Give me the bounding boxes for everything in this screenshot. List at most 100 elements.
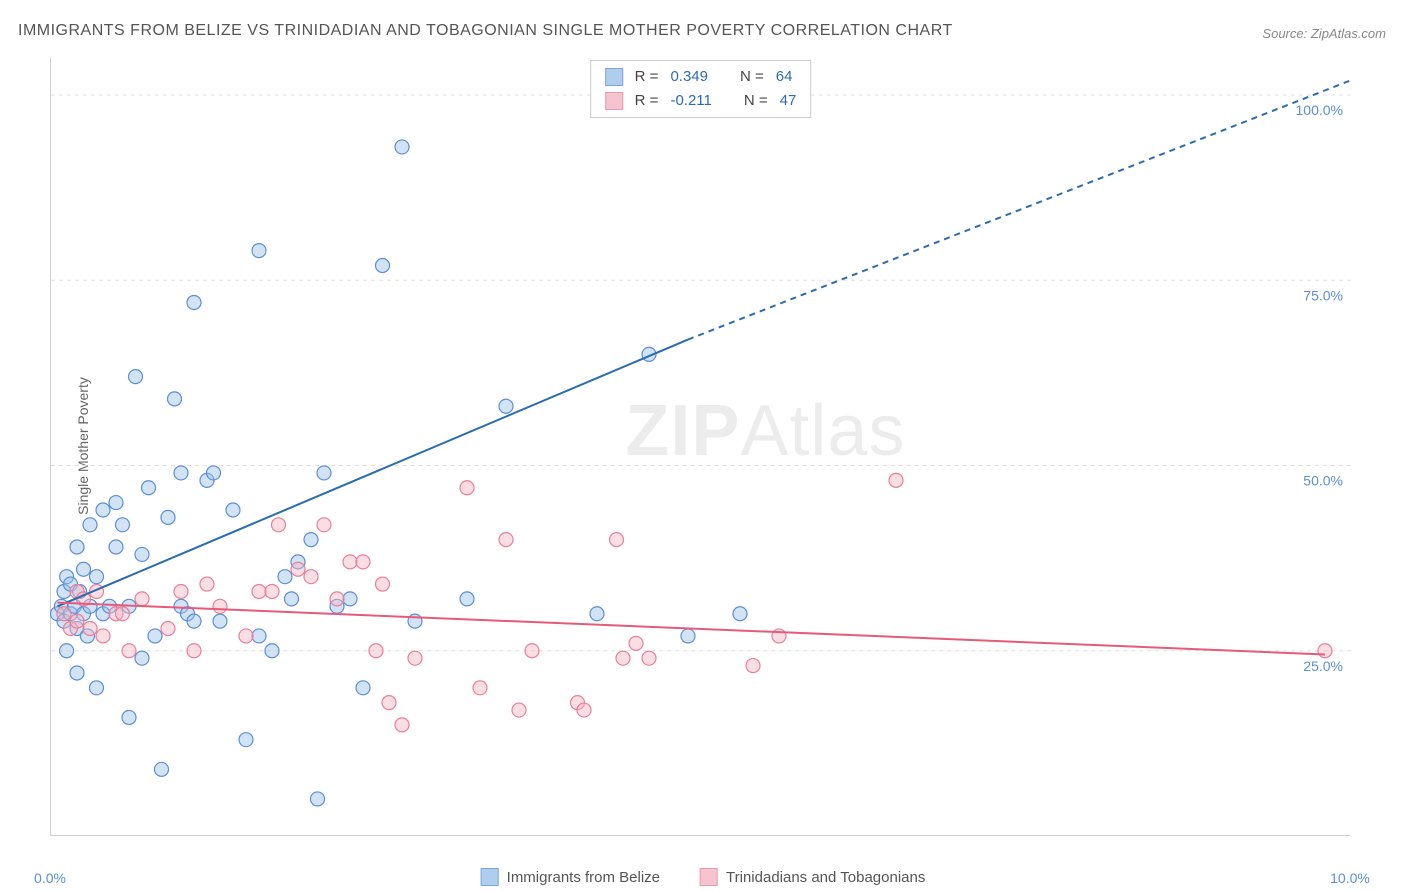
- scatter-point-trinidad: [122, 644, 136, 658]
- scatter-point-belize: [90, 570, 104, 584]
- scatter-point-belize: [733, 607, 747, 621]
- scatter-point-belize: [83, 518, 97, 532]
- scatter-point-belize: [174, 466, 188, 480]
- scatter-point-belize: [356, 681, 370, 695]
- legend-swatch-belize: [481, 868, 499, 886]
- scatter-point-trinidad: [265, 584, 279, 598]
- scatter-point-belize: [317, 466, 331, 480]
- scatter-point-belize: [265, 644, 279, 658]
- scatter-point-trinidad: [577, 703, 591, 717]
- scatter-point-trinidad: [57, 607, 71, 621]
- y-tick-label: 25.0%: [1303, 658, 1343, 674]
- scatter-point-trinidad: [525, 644, 539, 658]
- scatter-point-belize: [252, 244, 266, 258]
- scatter-point-belize: [155, 762, 169, 776]
- scatter-point-belize: [187, 614, 201, 628]
- scatter-point-belize: [376, 258, 390, 272]
- n-label: N =: [744, 89, 768, 113]
- scatter-point-trinidad: [356, 555, 370, 569]
- r-label: R =: [635, 89, 659, 113]
- scatter-point-belize: [96, 503, 110, 517]
- n-value-belize: 64: [776, 65, 793, 89]
- scatter-point-belize: [207, 466, 221, 480]
- scatter-point-trinidad: [642, 651, 656, 665]
- scatter-point-belize: [161, 510, 175, 524]
- y-tick-label: 50.0%: [1303, 473, 1343, 489]
- scatter-point-trinidad: [512, 703, 526, 717]
- scatter-point-belize: [70, 666, 84, 680]
- scatter-point-trinidad: [460, 481, 474, 495]
- legend-swatch-trinidad: [700, 868, 718, 886]
- scatter-point-trinidad: [252, 584, 266, 598]
- scatter-point-belize: [90, 681, 104, 695]
- scatter-point-trinidad: [200, 577, 214, 591]
- scatter-point-belize: [590, 607, 604, 621]
- scatter-point-belize: [109, 540, 123, 554]
- scatter-point-trinidad: [174, 584, 188, 598]
- scatter-point-belize: [395, 140, 409, 154]
- legend-row-belize: R = 0.349 N = 64: [605, 65, 797, 89]
- scatter-point-belize: [278, 570, 292, 584]
- scatter-point-trinidad: [376, 577, 390, 591]
- scatter-point-belize: [499, 399, 513, 413]
- scatter-point-belize: [77, 562, 91, 576]
- scatter-point-belize: [168, 392, 182, 406]
- r-label: R =: [635, 65, 659, 89]
- scatter-point-belize: [122, 710, 136, 724]
- chart-container: IMMIGRANTS FROM BELIZE VS TRINIDADIAN AN…: [0, 0, 1406, 892]
- trendline-dashed-belize: [688, 80, 1351, 339]
- plot-svg: 25.0% 50.0% 75.0% 100.0%: [51, 58, 1350, 835]
- r-value-belize: 0.349: [670, 65, 708, 89]
- scatter-point-trinidad: [304, 570, 318, 584]
- scatter-point-belize: [460, 592, 474, 606]
- scatter-point-belize: [60, 644, 74, 658]
- plot-area: ZIPAtlas R = 0.349 N = 64 R = -0.211 N =…: [50, 58, 1350, 836]
- scatter-point-trinidad: [135, 592, 149, 606]
- scatter-point-trinidad: [616, 651, 630, 665]
- scatter-point-belize: [311, 792, 325, 806]
- scatter-point-belize: [343, 592, 357, 606]
- scatter-point-belize: [109, 496, 123, 510]
- scatter-point-trinidad: [629, 636, 643, 650]
- scatter-point-belize: [226, 503, 240, 517]
- trendline-belize: [58, 340, 689, 607]
- scatter-point-trinidad: [473, 681, 487, 695]
- legend-row-trinidad: R = -0.211 N = 47: [605, 89, 797, 113]
- n-value-trinidad: 47: [780, 89, 797, 113]
- scatter-point-trinidad: [610, 533, 624, 547]
- scatter-point-belize: [187, 296, 201, 310]
- y-tick-label: 100.0%: [1296, 102, 1343, 118]
- scatter-point-belize: [70, 540, 84, 554]
- scatter-point-trinidad: [889, 473, 903, 487]
- scatter-point-trinidad: [213, 599, 227, 613]
- y-tick-label: 75.0%: [1303, 287, 1343, 303]
- scatter-point-belize: [142, 481, 156, 495]
- scatter-point-belize: [681, 629, 695, 643]
- chart-title: IMMIGRANTS FROM BELIZE VS TRINIDADIAN AN…: [18, 22, 953, 40]
- n-label: N =: [740, 65, 764, 89]
- legend-item-trinidad: Trinidadians and Tobagonians: [700, 868, 925, 886]
- r-value-trinidad: -0.211: [670, 89, 711, 113]
- scatter-point-belize: [285, 592, 299, 606]
- scatter-point-belize: [135, 651, 149, 665]
- scatter-point-trinidad: [1318, 644, 1332, 658]
- scatter-point-belize: [116, 518, 130, 532]
- legend-correlation-box: R = 0.349 N = 64 R = -0.211 N = 47: [590, 60, 812, 118]
- scatter-point-trinidad: [382, 696, 396, 710]
- scatter-point-trinidad: [70, 614, 84, 628]
- source-label: Source:: [1262, 26, 1307, 41]
- scatter-point-trinidad: [187, 644, 201, 658]
- scatter-point-trinidad: [83, 622, 97, 636]
- scatter-point-trinidad: [499, 533, 513, 547]
- legend-label-trinidad: Trinidadians and Tobagonians: [726, 869, 925, 886]
- scatter-point-trinidad: [330, 592, 344, 606]
- scatter-point-belize: [135, 547, 149, 561]
- scatter-point-trinidad: [161, 622, 175, 636]
- legend-bottom: Immigrants from Belize Trinidadians and …: [481, 868, 926, 886]
- legend-swatch-belize: [605, 68, 623, 86]
- scatter-point-belize: [213, 614, 227, 628]
- scatter-point-belize: [129, 370, 143, 384]
- legend-swatch-trinidad: [605, 92, 623, 110]
- scatter-point-belize: [148, 629, 162, 643]
- source-value: ZipAtlas.com: [1311, 26, 1386, 41]
